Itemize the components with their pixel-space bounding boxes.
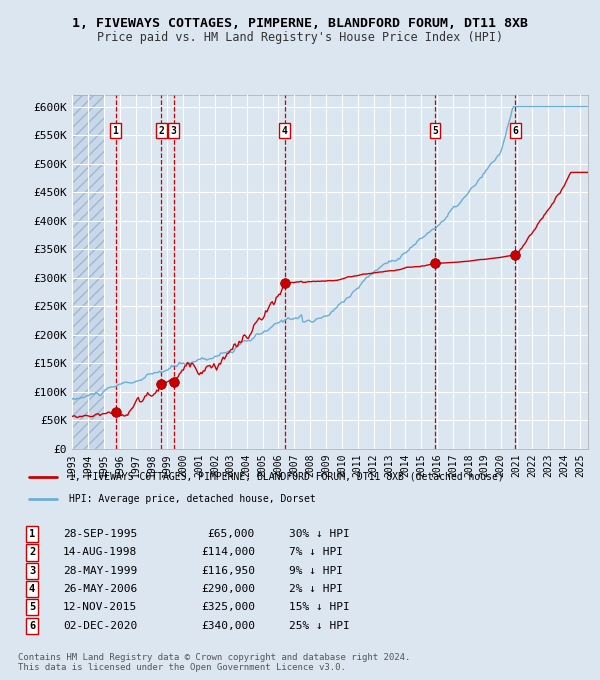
Text: 28-MAY-1999: 28-MAY-1999 — [63, 566, 137, 576]
Text: 2: 2 — [158, 126, 164, 135]
Text: £114,000: £114,000 — [201, 547, 255, 558]
Text: 9% ↓ HPI: 9% ↓ HPI — [289, 566, 343, 576]
Text: 1: 1 — [113, 126, 118, 135]
Text: 15% ↓ HPI: 15% ↓ HPI — [289, 602, 349, 613]
Text: £340,000: £340,000 — [201, 621, 255, 630]
Text: 28-SEP-1995: 28-SEP-1995 — [63, 529, 137, 539]
Text: 02-DEC-2020: 02-DEC-2020 — [63, 621, 137, 630]
Text: 1, FIVEWAYS COTTAGES, PIMPERNE, BLANDFORD FORUM, DT11 8XB (detached house): 1, FIVEWAYS COTTAGES, PIMPERNE, BLANDFOR… — [69, 472, 503, 481]
Text: 2: 2 — [29, 547, 35, 558]
Text: 6: 6 — [29, 621, 35, 630]
Text: 4: 4 — [282, 126, 287, 135]
Text: 3: 3 — [29, 566, 35, 576]
Text: £325,000: £325,000 — [201, 602, 255, 613]
Text: Price paid vs. HM Land Registry's House Price Index (HPI): Price paid vs. HM Land Registry's House … — [97, 31, 503, 44]
Text: £116,950: £116,950 — [201, 566, 255, 576]
Text: 3: 3 — [171, 126, 177, 135]
Text: HPI: Average price, detached house, Dorset: HPI: Average price, detached house, Dors… — [69, 494, 316, 504]
Text: 6: 6 — [512, 126, 518, 135]
Text: 4: 4 — [29, 584, 35, 594]
Text: 1, FIVEWAYS COTTAGES, PIMPERNE, BLANDFORD FORUM, DT11 8XB: 1, FIVEWAYS COTTAGES, PIMPERNE, BLANDFOR… — [72, 17, 528, 30]
Text: £65,000: £65,000 — [208, 529, 255, 539]
Text: 25% ↓ HPI: 25% ↓ HPI — [289, 621, 349, 630]
Text: 26-MAY-2006: 26-MAY-2006 — [63, 584, 137, 594]
Text: 14-AUG-1998: 14-AUG-1998 — [63, 547, 137, 558]
Text: 2% ↓ HPI: 2% ↓ HPI — [289, 584, 343, 594]
Text: 30% ↓ HPI: 30% ↓ HPI — [289, 529, 349, 539]
Text: 12-NOV-2015: 12-NOV-2015 — [63, 602, 137, 613]
Text: 5: 5 — [29, 602, 35, 613]
Text: 1: 1 — [29, 529, 35, 539]
Text: Contains HM Land Registry data © Crown copyright and database right 2024.: Contains HM Land Registry data © Crown c… — [18, 653, 410, 662]
Text: 5: 5 — [432, 126, 438, 135]
Text: This data is licensed under the Open Government Licence v3.0.: This data is licensed under the Open Gov… — [18, 663, 346, 672]
Text: 7% ↓ HPI: 7% ↓ HPI — [289, 547, 343, 558]
Text: £290,000: £290,000 — [201, 584, 255, 594]
